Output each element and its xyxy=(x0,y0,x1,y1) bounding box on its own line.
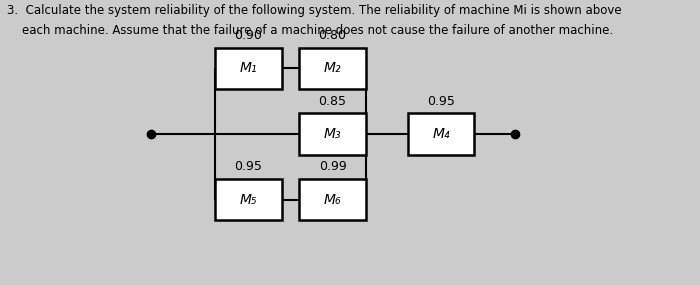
Text: 0.80: 0.80 xyxy=(318,29,346,42)
Text: M₆: M₆ xyxy=(323,192,342,207)
Text: M₃: M₃ xyxy=(323,127,342,141)
Text: 0.90: 0.90 xyxy=(234,29,262,42)
FancyBboxPatch shape xyxy=(300,113,365,154)
FancyBboxPatch shape xyxy=(300,48,365,89)
Text: 0.95: 0.95 xyxy=(427,95,455,107)
FancyBboxPatch shape xyxy=(216,48,281,89)
FancyBboxPatch shape xyxy=(407,113,475,154)
FancyBboxPatch shape xyxy=(216,179,281,220)
Text: 0.85: 0.85 xyxy=(318,95,346,107)
Text: 0.95: 0.95 xyxy=(234,160,262,173)
Text: M₅: M₅ xyxy=(239,192,258,207)
Text: 0.99: 0.99 xyxy=(318,160,346,173)
Text: each machine. Assume that the failure of a machine does not cause the failure of: each machine. Assume that the failure of… xyxy=(7,24,613,37)
Text: 3.  Calculate the system reliability of the following system. The reliability of: 3. Calculate the system reliability of t… xyxy=(7,4,622,17)
FancyBboxPatch shape xyxy=(300,179,365,220)
Text: M₂: M₂ xyxy=(323,61,342,76)
Text: M₄: M₄ xyxy=(432,127,450,141)
Text: M₁: M₁ xyxy=(239,61,258,76)
